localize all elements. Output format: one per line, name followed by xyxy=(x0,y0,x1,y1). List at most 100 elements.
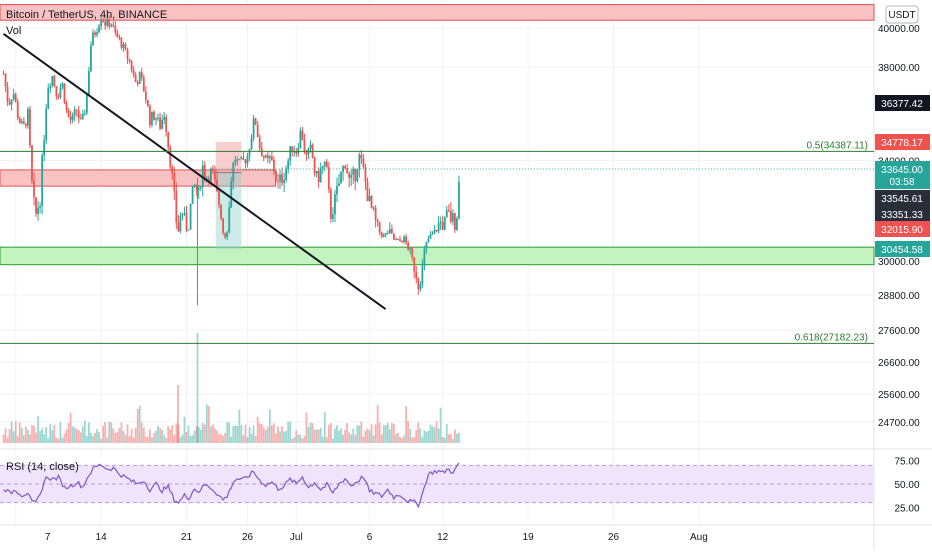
volume-bar xyxy=(14,421,17,443)
volume-bar xyxy=(344,429,346,443)
candle-body xyxy=(49,86,52,89)
candle-body xyxy=(419,284,422,290)
volume-bar xyxy=(283,431,285,443)
candle-body xyxy=(183,212,186,214)
volume-bar xyxy=(458,432,460,443)
volume-bar xyxy=(41,428,44,443)
candle-body xyxy=(51,75,54,87)
volume-bar xyxy=(397,432,399,443)
volume-bar xyxy=(75,429,78,443)
candle-body xyxy=(303,139,306,152)
volume-bar xyxy=(216,430,218,443)
volume-bar xyxy=(435,421,438,443)
volume-bar xyxy=(140,422,143,443)
volume-bar xyxy=(24,426,27,443)
volume-bar xyxy=(124,434,127,443)
candle-body xyxy=(169,147,172,168)
volume-bar xyxy=(175,423,178,443)
volume-bar xyxy=(236,425,239,443)
price-tag-label: 03:58 xyxy=(889,177,914,188)
volume-bar xyxy=(334,428,336,443)
candle-body xyxy=(67,110,70,117)
volume-bar xyxy=(411,437,414,443)
volume-bar xyxy=(55,437,58,443)
volume-bar xyxy=(319,427,322,443)
volume-bar xyxy=(407,421,410,443)
fib-label: 0.5(34387.11) xyxy=(806,140,868,151)
candle-body xyxy=(360,154,363,159)
candle-body xyxy=(4,73,7,87)
candle-body xyxy=(165,116,168,132)
currency-button-label[interactable]: USDT xyxy=(888,10,915,21)
candle-body xyxy=(163,116,166,121)
volume-bar xyxy=(291,438,294,443)
volume-bar xyxy=(234,425,237,443)
volume-bar xyxy=(106,437,109,443)
price-tag-label: 33351.33 xyxy=(881,210,923,221)
time-tick-label: 12 xyxy=(437,532,449,543)
volume-bar xyxy=(35,432,37,443)
candle-body xyxy=(411,248,414,258)
volume-bar xyxy=(439,407,442,443)
zones xyxy=(0,4,875,266)
candle-body xyxy=(386,232,389,234)
volume-bar xyxy=(366,428,369,443)
trendline[interactable] xyxy=(2,33,387,310)
volume-bar xyxy=(199,429,202,443)
candle-body xyxy=(246,156,249,164)
volume-bar xyxy=(63,433,66,443)
candle-body xyxy=(63,83,66,103)
candle-body xyxy=(2,73,5,75)
volume-bar xyxy=(197,427,200,443)
volume-bar xyxy=(8,428,11,443)
candle-body xyxy=(293,151,296,153)
candle-body xyxy=(250,138,253,150)
candle-body xyxy=(171,167,174,174)
volume-bar xyxy=(16,436,19,443)
candle-body xyxy=(57,96,60,98)
candle-body xyxy=(122,44,125,48)
candle-body xyxy=(342,166,344,172)
candle-body xyxy=(283,180,285,184)
candle-body xyxy=(380,232,383,237)
time-axis: 7 14 21 26 Jul 6 12 19 26 Aug xyxy=(45,532,708,543)
volume-bar xyxy=(110,422,113,443)
price-tag-box xyxy=(875,173,930,189)
volume-bar xyxy=(187,425,190,443)
volume-bar xyxy=(53,424,56,443)
price-tag-box xyxy=(875,241,930,257)
price-tick-label: 40000.00 xyxy=(878,24,920,35)
candle-body xyxy=(451,213,454,222)
candle-body xyxy=(327,167,330,190)
long-position-tool[interactable] xyxy=(215,141,242,250)
candle-body xyxy=(378,221,381,233)
volume-bar xyxy=(413,436,416,443)
volume-bar xyxy=(37,416,39,443)
time-tick-label: 19 xyxy=(523,532,535,543)
candle-body xyxy=(18,118,21,124)
candle-body xyxy=(393,233,395,240)
candle-body xyxy=(397,239,399,241)
descending-trendline[interactable] xyxy=(2,33,387,310)
candle-body xyxy=(271,156,273,160)
volume-bar xyxy=(409,428,412,443)
currency-button-box[interactable] xyxy=(885,5,919,24)
candle-body xyxy=(435,230,438,232)
candle-body xyxy=(218,190,220,205)
volume-bar xyxy=(126,424,129,443)
candle-body xyxy=(437,223,440,232)
candle-body xyxy=(104,21,107,26)
volume-bar xyxy=(79,432,82,443)
candle-body xyxy=(366,181,369,202)
currency-button[interactable]: USDT xyxy=(885,5,919,24)
volume-bar xyxy=(2,434,5,443)
candle-body xyxy=(59,87,62,98)
volume-bar xyxy=(224,433,227,443)
candle-body xyxy=(151,111,153,126)
volume-bar xyxy=(20,428,23,443)
candle-body xyxy=(332,214,334,219)
price-tick-label: 24700.00 xyxy=(878,418,920,429)
candle-body xyxy=(338,183,340,187)
candle-body xyxy=(372,207,375,209)
